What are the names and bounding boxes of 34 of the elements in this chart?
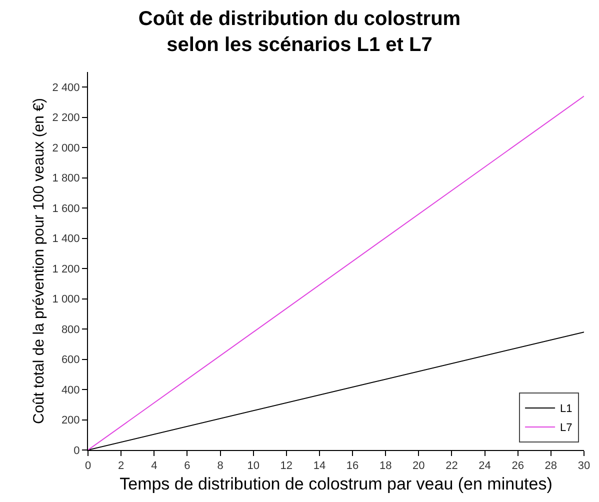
x-tick-label: 4 [151,460,158,472]
x-tick-label: 26 [512,460,524,472]
x-tick-label: 22 [446,460,458,472]
x-tick-label: 24 [478,460,491,472]
y-tick-label: 0 [74,444,80,457]
y-axis-title: Coût total de la prévention pour 100 veaux (en €) [30,98,48,424]
y-tick-label: 1 600 [52,202,80,215]
y-tick-label: 1 000 [52,294,80,306]
x-tick-label: 20 [412,460,425,472]
x-tick-label: 16 [346,460,359,472]
y-tick-label: 600 [61,354,80,366]
x-axis-title: Temps de distribution de colostrum par veau (en minutes) [120,474,552,494]
y-tick-label: 2 000 [52,142,80,154]
y-tick-label: 200 [61,414,80,427]
x-tick-label: 12 [280,460,293,472]
y-tick-label: 2 200 [52,112,80,124]
x-tick-label: 18 [379,460,392,472]
x-tick-label: 14 [313,460,326,472]
y-tick-label: 1 200 [52,263,80,276]
x-tick-label: 30 [578,460,590,472]
x-tick-label: 6 [184,460,190,472]
x-tick-label: 0 [84,460,92,472]
x-tick-label: 28 [544,460,558,472]
x-tick-label: 8 [217,460,224,472]
x-tick-label: 2 [118,460,124,472]
y-tick-label: 400 [61,384,80,396]
x-tick-label: 10 [247,460,260,472]
legend-label: L1 [560,403,572,416]
chart-title: Coût de distribution du colostrum selon les scénarios L1 et L7 [138,8,461,56]
y-tick-label: 1 400 [52,233,80,246]
y-tick-label: 1 800 [52,172,80,185]
y-tick-label: 800 [61,324,80,336]
y-tick-label: 2 400 [52,82,80,94]
legend-label: L7 [560,422,572,434]
